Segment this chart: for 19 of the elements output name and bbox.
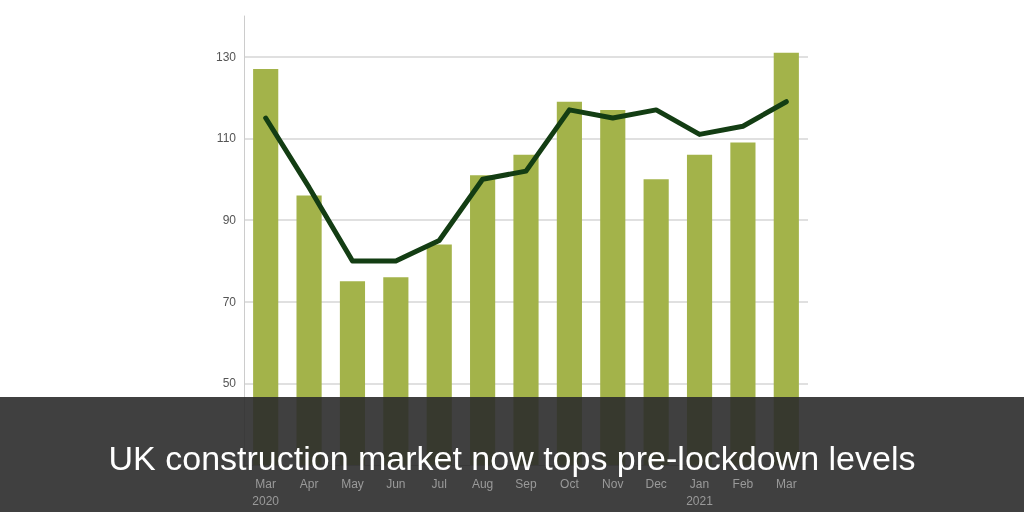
x-tick-label: Apr — [299, 476, 319, 491]
x-tick-label: Jun — [386, 476, 406, 491]
x-tick-label: Mar — [775, 476, 797, 491]
x-tick-label: Nov — [602, 476, 624, 491]
x-tick-label: Oct — [560, 476, 580, 491]
x-tick-label: Feb — [732, 476, 754, 491]
x-tick-label: Jul — [431, 476, 447, 491]
y-tick-label: 90 — [222, 213, 237, 228]
x-tick-label: Aug — [471, 476, 494, 491]
x-tick-label: May — [341, 476, 364, 491]
y-tick-label: 50 — [222, 376, 237, 391]
y-tick-label: 110 — [216, 131, 237, 146]
x-tick-label: Sep — [515, 476, 537, 491]
text: UK construction market now tops pre-lockdown levels — [107, 438, 917, 478]
x-tick-label: Mar 2020 — [252, 476, 280, 508]
y-tick-label: 130 — [215, 49, 237, 64]
x-tick-label: Jan 2021 — [686, 476, 714, 508]
x-tick-label: Dec — [645, 476, 667, 491]
y-tick-label: 70 — [222, 294, 237, 309]
